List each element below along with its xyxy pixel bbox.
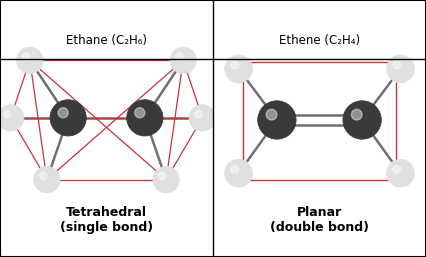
Circle shape bbox=[135, 108, 145, 118]
Circle shape bbox=[225, 159, 252, 187]
Text: (double bond): (double bond) bbox=[270, 221, 369, 234]
Circle shape bbox=[231, 61, 239, 69]
Circle shape bbox=[393, 166, 400, 173]
Circle shape bbox=[266, 109, 277, 120]
Circle shape bbox=[17, 47, 43, 74]
Circle shape bbox=[176, 53, 183, 60]
Circle shape bbox=[127, 100, 163, 136]
Text: Tetrahedral: Tetrahedral bbox=[66, 206, 147, 219]
Circle shape bbox=[393, 61, 400, 69]
Circle shape bbox=[170, 47, 196, 74]
Circle shape bbox=[258, 101, 296, 139]
Circle shape bbox=[351, 109, 362, 120]
Circle shape bbox=[40, 172, 47, 180]
Circle shape bbox=[343, 101, 381, 139]
Circle shape bbox=[387, 159, 414, 187]
Text: (single bond): (single bond) bbox=[60, 221, 153, 234]
Text: Ethene (C₂H₄): Ethene (C₂H₄) bbox=[279, 34, 360, 47]
Circle shape bbox=[58, 108, 68, 118]
Circle shape bbox=[50, 100, 86, 136]
Circle shape bbox=[225, 55, 252, 83]
Circle shape bbox=[231, 166, 239, 173]
Text: Planar: Planar bbox=[297, 206, 342, 219]
Circle shape bbox=[0, 105, 24, 131]
Circle shape bbox=[387, 55, 414, 83]
Circle shape bbox=[159, 172, 166, 180]
Bar bbox=[243, 62, 396, 180]
Circle shape bbox=[34, 167, 60, 193]
Text: Ethane (C₂H₆): Ethane (C₂H₆) bbox=[66, 34, 147, 47]
Circle shape bbox=[23, 53, 30, 60]
Circle shape bbox=[189, 105, 216, 131]
Circle shape bbox=[153, 167, 179, 193]
Circle shape bbox=[3, 111, 11, 118]
Circle shape bbox=[195, 111, 202, 118]
